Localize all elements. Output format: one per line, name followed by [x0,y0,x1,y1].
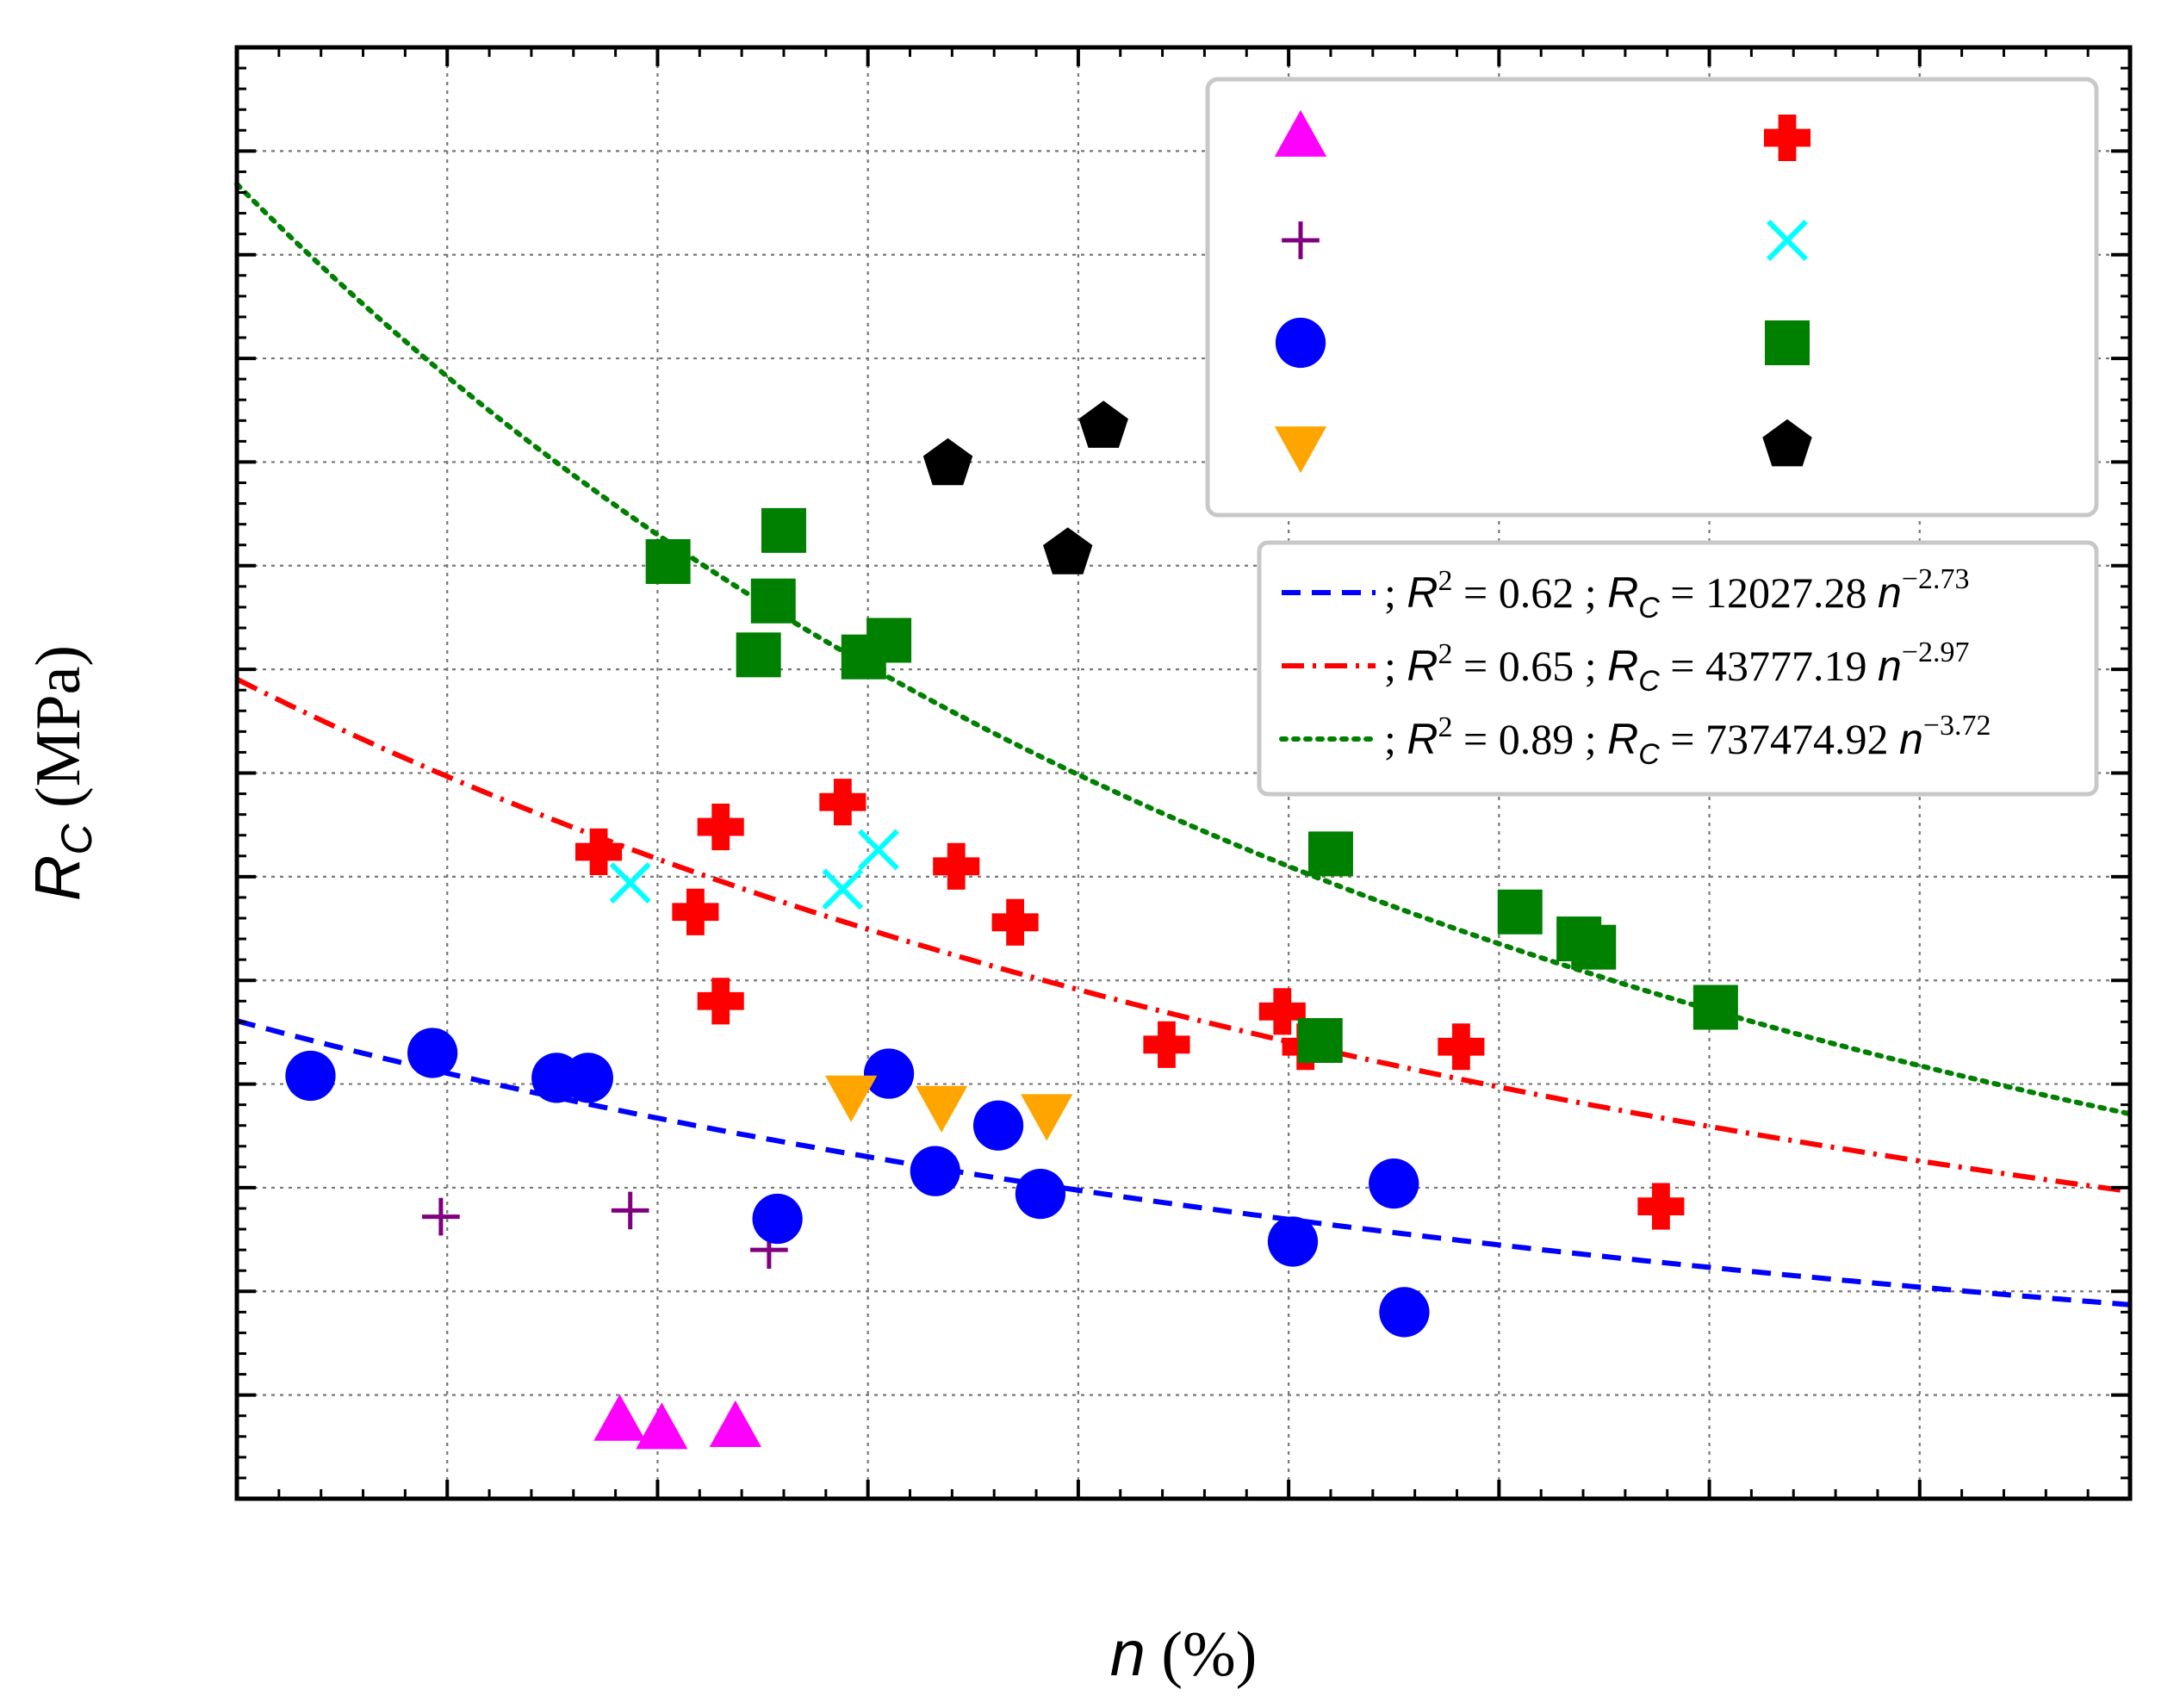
data-point [1571,924,1617,970]
fit-curve-2 [234,181,2133,1117]
data-point [422,1197,460,1236]
fit-curve-0 [236,1018,2131,1307]
data-point [697,804,744,851]
series-7 [922,401,1128,575]
data-point [575,828,623,876]
data-point [857,829,899,871]
fit-legend-label: ; R2 = 0.62 ; RC = 12027.28 n−2.73 [1384,563,1969,624]
data-point [1297,1018,1343,1064]
data-point [1307,831,1353,877]
data-point [611,1191,649,1230]
legend-marker [1767,220,1808,261]
series-0 [593,1394,761,1450]
series-6 [645,507,1738,1064]
legend-marker [1762,419,1812,467]
y-axis-title: RC (MPa) [22,645,101,901]
data-point [972,1100,1024,1151]
data-point [922,438,973,486]
data-point [1497,889,1543,935]
data-point [1692,984,1738,1030]
data-point [697,978,744,1025]
fit-curves [234,181,2133,1307]
data-point [562,1053,613,1103]
data-point [1043,527,1093,575]
data-point [761,507,806,553]
series-2 [285,1028,1430,1338]
legend-box [1205,77,2099,518]
data-point [609,862,651,904]
data-point [750,578,796,624]
series-3 [824,1075,1073,1141]
data-points [285,401,1738,1450]
data-point [736,632,781,678]
fit-legend-label: ; R2 = 0.89 ; RC = 737474.92 n−3.72 [1384,710,1991,771]
series-legend [1205,77,2099,518]
data-point [915,1085,968,1133]
data-point [866,618,912,663]
data-point [1267,1216,1319,1267]
data-point [1438,1023,1485,1071]
fit-legend-box [1257,540,2099,797]
data-point [285,1050,336,1102]
data-point [1379,1287,1430,1338]
data-point [910,1146,960,1196]
data-point [824,1075,878,1122]
fit-legend: ; R2 = 0.62 ; RC = 12027.28 n−2.73 ; R2 =… [1257,540,2099,797]
x-axis-title: n (%) [1110,1618,1258,1690]
data-point [593,1394,646,1441]
series-4 [575,779,1685,1230]
data-point [991,898,1039,946]
data-point [1258,988,1306,1035]
data-point [645,538,691,584]
data-point [752,1193,803,1245]
series-5 [609,829,899,910]
data-point [407,1028,458,1078]
legend-marker [1274,109,1327,157]
legend-marker [1765,320,1810,365]
axes: n (%) RC (MPa) [22,45,2133,1690]
data-point [1015,1169,1066,1220]
fit-curve-1 [235,676,2131,1195]
legend-marker [1274,426,1327,474]
data-point [819,779,866,826]
data-point [933,842,980,890]
fit-legend-label: ; R2 = 0.65 ; RC = 43777.19 n−2.97 [1384,637,1969,698]
series-1 [422,1191,788,1269]
data-point [636,1402,688,1450]
data-point [822,868,864,910]
data-point [1143,1021,1190,1068]
data-point [672,888,719,935]
legend-marker [1282,221,1320,259]
data-point [709,1400,761,1447]
data-point [863,1048,915,1099]
legend-marker [1275,317,1326,369]
data-point [1369,1158,1419,1209]
data-point [1078,401,1128,448]
legend-marker [1763,114,1811,162]
data-point [1021,1094,1073,1141]
data-point [1637,1183,1685,1230]
